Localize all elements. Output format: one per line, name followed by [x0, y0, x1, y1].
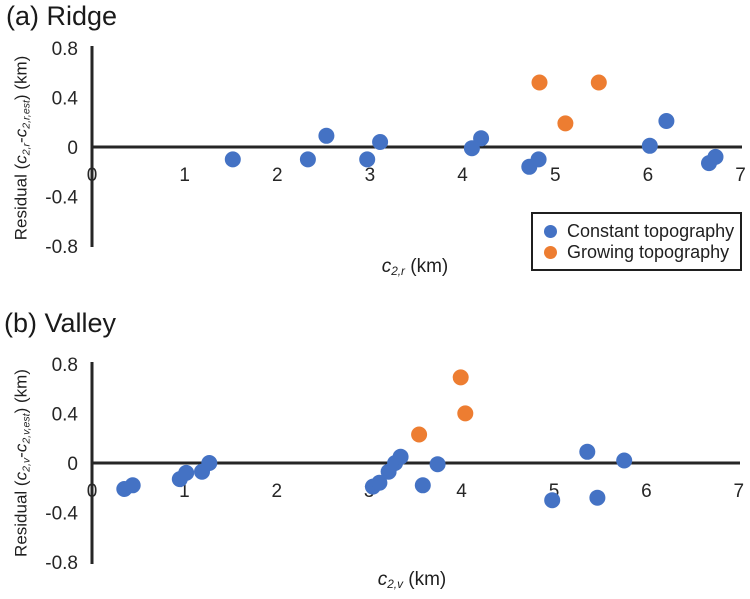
x-tick-label: 7	[735, 165, 746, 186]
data-point	[544, 492, 561, 509]
label-text-part: 2,r	[391, 265, 405, 279]
data-point	[557, 115, 574, 132]
x-tick-label: 5	[550, 165, 561, 186]
data-point	[590, 74, 607, 91]
x-tick-label: 1	[179, 165, 190, 186]
data-point	[371, 474, 388, 491]
legend-item-constant-topography: Constant topography	[544, 222, 740, 240]
x-tick-label: 0	[87, 481, 98, 502]
y-tick-label: -0.8	[45, 553, 78, 574]
data-point	[473, 130, 490, 147]
data-point	[201, 455, 218, 471]
label-text-part: 2,v	[387, 578, 403, 592]
data-point	[392, 448, 409, 465]
chart-a-x-axis-label: c2,r (km)	[382, 256, 449, 278]
chart-a-plot: 0.8 0.4 0 -0.4 -0.8 0 1 2 3 4 5 6 7	[45, 39, 746, 258]
data-point	[579, 443, 596, 460]
label-text-part: c	[377, 568, 388, 590]
y-tick-label: 0	[67, 138, 78, 159]
chart-a-title: (a) Ridge	[6, 1, 118, 31]
data-point	[452, 369, 469, 386]
data-point	[178, 464, 195, 481]
y-tick-label: -0.4	[45, 504, 78, 525]
x-tick-label: 4	[456, 481, 467, 502]
x-tick-label: 6	[641, 481, 652, 502]
y-tick-label: 0	[67, 454, 78, 475]
data-point	[224, 151, 241, 168]
x-tick-label: 2	[272, 481, 283, 502]
label-text-part: (km)	[404, 255, 449, 277]
x-tick-label: 5	[549, 481, 560, 502]
data-point	[457, 405, 474, 422]
x-tick-label: 1	[179, 481, 190, 502]
y-tick-label: 0.8	[52, 39, 78, 60]
data-point	[531, 74, 548, 91]
y-tick-label: -0.4	[45, 188, 78, 209]
chart-b-x-axis-label: c2,v (km)	[378, 569, 446, 591]
data-point	[429, 456, 446, 473]
data-point	[658, 113, 675, 129]
data-point	[641, 137, 658, 154]
x-tick-label: 4	[457, 165, 468, 186]
constant-topography-marker-icon	[544, 224, 557, 238]
x-tick-label: 7	[734, 481, 745, 502]
legend-label-constant: Constant topography	[567, 221, 735, 241]
x-tick-label: 2	[272, 165, 283, 186]
x-tick-label: 3	[365, 165, 376, 186]
y-tick-label: 0.4	[52, 88, 79, 109]
y-tick-label: 0.4	[52, 404, 79, 425]
data-point	[318, 127, 335, 144]
growing-topography-marker-icon	[544, 245, 557, 259]
label-text-part: c	[381, 255, 392, 277]
data-point	[530, 151, 547, 168]
data-point	[124, 477, 141, 494]
data-point	[616, 452, 633, 469]
chart-b-title: (b) Valley	[4, 308, 117, 338]
data-point	[411, 426, 428, 443]
x-tick-label: 6	[643, 165, 654, 186]
legend-item-growing-topography: Growing topography	[544, 243, 740, 261]
data-point	[359, 151, 376, 168]
y-tick-label: 0.8	[52, 355, 78, 376]
data-point	[589, 489, 606, 506]
data-point	[414, 477, 431, 494]
x-tick-label: 0	[87, 165, 98, 186]
data-point	[707, 148, 724, 165]
data-point	[299, 151, 316, 168]
legend: Constant topography Growing topography	[531, 212, 742, 271]
legend-label-growing: Growing topography	[567, 242, 730, 262]
label-text-part: (km)	[402, 568, 447, 590]
data-point	[372, 134, 389, 150]
y-tick-label: -0.8	[45, 237, 78, 258]
